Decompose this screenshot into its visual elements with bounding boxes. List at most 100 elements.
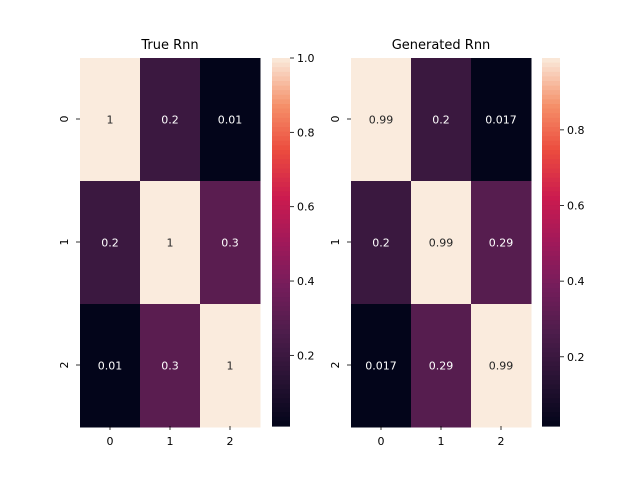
y-axis: 0 1 2: [329, 116, 351, 369]
colorbar-segment: [542, 265, 560, 271]
y-tick-label: 1: [58, 239, 71, 246]
colorbar-segment: [272, 370, 290, 376]
colorbar-segment: [272, 90, 290, 96]
colorbar-segment: [542, 232, 560, 238]
heatmap-cell: [200, 58, 261, 182]
colorbar-segment: [272, 186, 290, 192]
colorbar-segment: [272, 278, 290, 284]
colorbar-segment: [272, 357, 290, 363]
colorbar-segment: [542, 347, 560, 353]
colorbar-tick-label: 1.0: [297, 52, 315, 65]
colorbar-segment: [542, 177, 560, 183]
colorbar-segment: [542, 384, 560, 390]
colorbar-segment: [272, 306, 290, 312]
heatmap-cell: [411, 304, 472, 428]
cell-annotation: 0.017: [485, 114, 517, 127]
heatmap-cell: [200, 304, 261, 428]
heatmap-title: True Rnn: [140, 38, 198, 53]
colorbar-segment: [272, 269, 290, 275]
colorbar-tick-label: 0.2: [567, 351, 585, 364]
colorbar-segment: [272, 223, 290, 229]
y-tick-label: 0: [58, 116, 71, 123]
colorbar-segment: [542, 283, 560, 289]
colorbar-segment: [542, 242, 560, 248]
colorbar-segment: [272, 191, 290, 197]
colorbar-segment: [542, 58, 560, 64]
colorbar-segment: [542, 163, 560, 169]
colorbar-segment: [272, 150, 290, 156]
colorbar-segment: [272, 205, 290, 211]
colorbar-segment: [542, 269, 560, 275]
colorbar-tick-label: 0.8: [567, 124, 585, 137]
colorbar-segment: [542, 255, 560, 261]
heatmap-panel-true: True Rnn 1 0.2 0.01 0.2 1 0.3 0.01 0.3 1 0 1 2 0…: [58, 38, 315, 448]
colorbar-segment: [272, 94, 290, 100]
colorbar-segment: [272, 200, 290, 206]
cell-annotation: 0.3: [161, 360, 179, 373]
heatmap-cell: [351, 181, 412, 305]
colorbar-segment: [542, 71, 560, 77]
colorbar-segment: [272, 352, 290, 358]
heatmap-cell: [80, 58, 141, 182]
cell-annotation: 0.3: [221, 237, 239, 250]
cell-annotation: 0.99: [429, 237, 454, 250]
colorbar-segment: [542, 246, 560, 252]
x-tick-label: 1: [167, 435, 174, 448]
colorbar-segment: [542, 370, 560, 376]
cell-annotation: 1: [167, 237, 174, 250]
colorbar-segment: [542, 274, 560, 280]
colorbar-segment: [542, 343, 560, 349]
colorbar-tick-label: 0.4: [297, 275, 315, 288]
cell-annotation: 1: [227, 360, 234, 373]
colorbar-segment: [272, 140, 290, 146]
cell-annotation: 1: [107, 114, 114, 127]
colorbar-segment: [272, 380, 290, 386]
heatmap-cell: [471, 58, 532, 182]
colorbar-segment: [542, 315, 560, 321]
y-tick-label: 2: [329, 362, 342, 369]
heatmap-cell: [200, 181, 261, 305]
heatmap-cell: [140, 304, 201, 428]
colorbar-segment: [542, 311, 560, 317]
colorbar-segment: [542, 380, 560, 386]
heatmap-cell: [411, 58, 472, 182]
heatmap-cell: [80, 304, 141, 428]
colorbar-segment: [542, 99, 560, 105]
cell-annotation: 0.29: [429, 360, 454, 373]
colorbar-segment: [272, 173, 290, 179]
colorbar-segment: [272, 67, 290, 73]
colorbar-segment: [542, 407, 560, 413]
colorbar-segment: [272, 407, 290, 413]
colorbar-segment: [542, 393, 560, 399]
colorbar-segment: [542, 159, 560, 165]
colorbar-segment: [272, 159, 290, 165]
colorbar-segment: [542, 352, 560, 358]
colorbar-segment: [542, 366, 560, 372]
colorbar-segment: [542, 219, 560, 225]
cell-annotation: 0.2: [101, 237, 119, 250]
colorbar-segment: [542, 173, 560, 179]
colorbar-segment: [542, 67, 560, 73]
colorbar-segment: [542, 357, 560, 363]
heatmap-title: Generated Rnn: [392, 38, 491, 53]
colorbar-segment: [272, 163, 290, 169]
colorbar-segment: [542, 200, 560, 206]
colorbar: 0.2 0.4 0.6 0.8: [542, 58, 585, 427]
colorbar-segment: [272, 338, 290, 344]
colorbar-segment: [542, 228, 560, 234]
colorbar-segment: [272, 62, 290, 68]
colorbar-segment: [542, 76, 560, 82]
colorbar-segment: [272, 117, 290, 123]
colorbar-segment: [542, 209, 560, 215]
x-tick-label: 2: [498, 435, 505, 448]
colorbar-segment: [272, 389, 290, 395]
colorbar-segment: [272, 283, 290, 289]
colorbar-segment: [272, 196, 290, 202]
colorbar-segment: [272, 393, 290, 399]
heatmap-cells: [80, 58, 261, 428]
colorbar-segment: [542, 214, 560, 220]
colorbar-segment: [272, 219, 290, 225]
colorbar-segment: [542, 182, 560, 188]
colorbar-segment: [272, 384, 290, 390]
